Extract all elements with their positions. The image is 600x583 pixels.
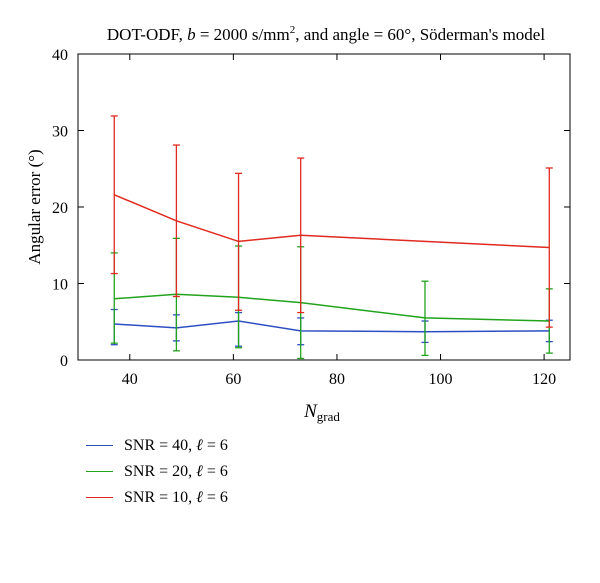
legend-label-symbol: ℓ bbox=[196, 489, 203, 506]
title-b-symbol: b bbox=[187, 25, 196, 44]
series-line bbox=[114, 194, 550, 249]
legend-label-prefix: SNR = 20, bbox=[124, 463, 197, 480]
legend-label: SNR = 20, ℓ = 6 bbox=[124, 463, 228, 481]
legend-label-prefix: SNR = 40, bbox=[124, 437, 197, 454]
y-axis: 0 10 20 30 40 bbox=[52, 47, 570, 370]
series-3 bbox=[110, 115, 553, 328]
series-line bbox=[114, 293, 550, 322]
title-b-value: = 2000 s/mm bbox=[196, 25, 290, 44]
x-label-main: N bbox=[303, 401, 318, 422]
x-label-subscript: grad bbox=[317, 409, 341, 424]
y-tick-label: 0 bbox=[60, 353, 68, 370]
legend-label-symbol: ℓ bbox=[196, 463, 203, 480]
legend-label-suffix: = 6 bbox=[202, 489, 228, 506]
legend-label: SNR = 40, ℓ = 6 bbox=[124, 437, 228, 455]
series-layer bbox=[110, 115, 553, 360]
legend-swatch bbox=[86, 497, 113, 498]
series-1 bbox=[110, 308, 553, 347]
chart-title: DOT-ODF, b = 2000 s/mm2, and angle = 60°… bbox=[107, 24, 545, 44]
x-tick-label: 120 bbox=[532, 371, 556, 388]
legend-label-prefix: SNR = 10, bbox=[124, 489, 197, 506]
y-tick-label: 20 bbox=[52, 200, 68, 217]
plot-frame bbox=[77, 53, 571, 361]
y-axis-label: Angular error (°) bbox=[25, 149, 44, 264]
legend-swatch bbox=[86, 445, 113, 446]
y-tick-label: 30 bbox=[52, 124, 68, 141]
x-axis: 40 60 80 100 120 bbox=[122, 54, 556, 388]
legend-label-symbol: ℓ bbox=[196, 437, 203, 454]
legend-label-suffix: = 6 bbox=[202, 437, 228, 454]
y-tick-label: 10 bbox=[52, 277, 68, 294]
series-line bbox=[114, 320, 550, 333]
legend-swatch bbox=[86, 471, 113, 472]
x-tick-label: 40 bbox=[122, 371, 138, 388]
title-suffix: , and angle = 60°, Söderman's model bbox=[295, 25, 545, 44]
legend-label: SNR = 10, ℓ = 6 bbox=[124, 489, 228, 507]
legend-label-suffix: = 6 bbox=[202, 463, 228, 480]
title-b-exponent: 2 bbox=[290, 24, 296, 36]
title-prefix: DOT-ODF, bbox=[107, 25, 187, 44]
x-tick-label: 100 bbox=[429, 371, 453, 388]
x-tick-label: 60 bbox=[225, 371, 241, 388]
y-tick-label: 40 bbox=[52, 47, 68, 64]
x-tick-label: 80 bbox=[329, 371, 345, 388]
x-axis-label: Ngrad bbox=[303, 401, 340, 424]
